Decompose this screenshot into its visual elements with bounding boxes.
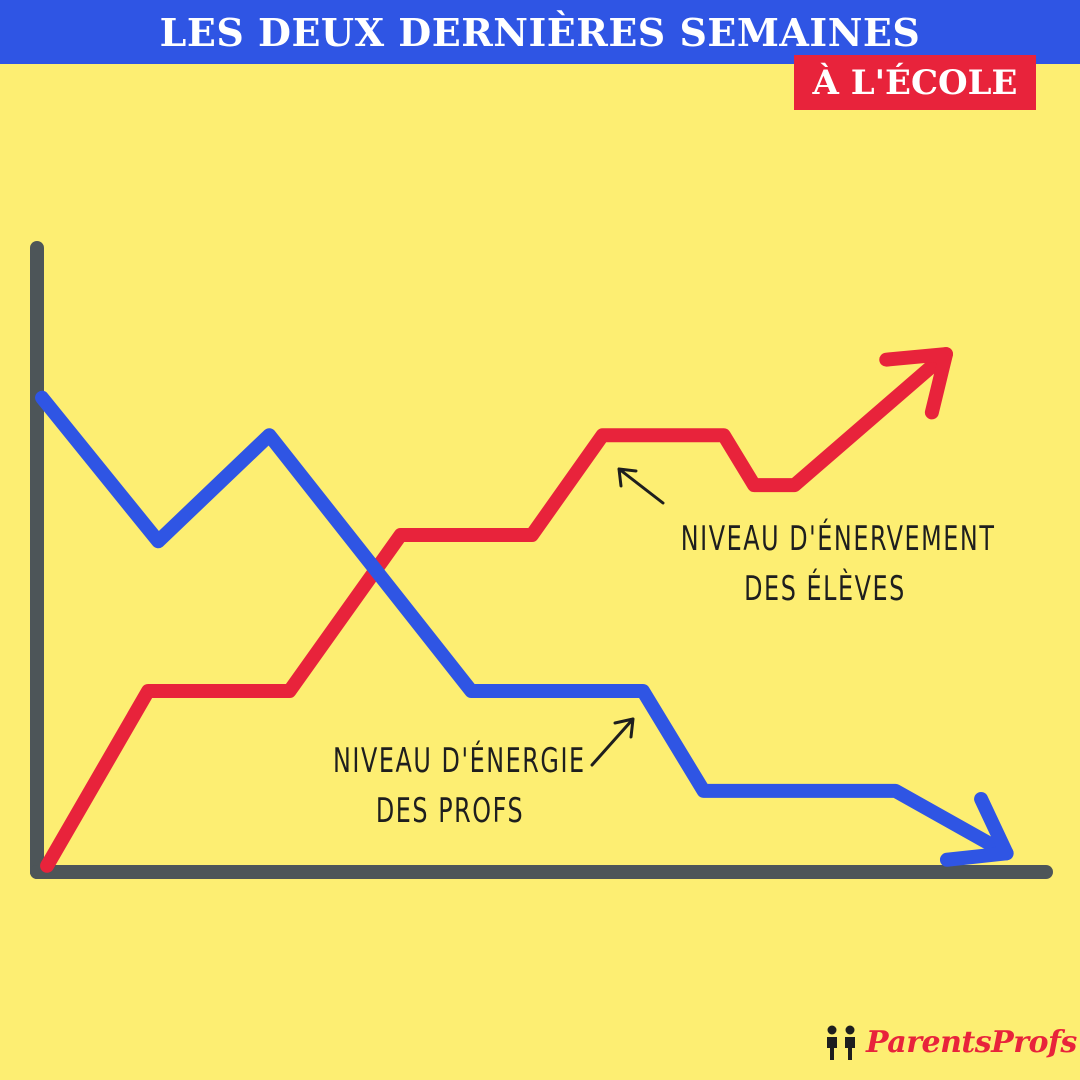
series-line-eleves [40, 347, 953, 873]
series-arrowhead-eleves [879, 347, 953, 420]
annotation-pointers [590, 467, 665, 767]
parentsprofs-logo: ParentsProfs [822, 1020, 1077, 1064]
annotation-eleves-line-1: NIVEAU D'ÉNERVEMENT [680, 519, 996, 559]
logo-text: ParentsProfs [866, 1024, 1077, 1060]
chart-title: LES DEUX DERNIÈRES SEMAINES [159, 9, 921, 55]
series-layer [35, 347, 1014, 873]
pointer-arrow-eleves [617, 467, 665, 505]
people-icon [827, 1025, 855, 1060]
annotation-eleves: NIVEAU D'ÉNERVEMENT DES ÉLÈVES [680, 514, 996, 614]
pointer-arrow-profs [590, 717, 635, 767]
series-line-profs [35, 390, 1014, 861]
annotation-profs: NIVEAU D'ÉNERGIE DES PROFS [333, 736, 586, 836]
chart-subtitle: À L'ÉCOLE [812, 62, 1018, 103]
series-arrowhead-profs [939, 791, 1014, 867]
annotation-profs-line-2: DES PROFS [375, 791, 525, 831]
subtitle-badge: À L'ÉCOLE [794, 55, 1036, 110]
annotation-profs-line-1: NIVEAU D'ÉNERGIE [333, 741, 586, 781]
title-bar: LES DEUX DERNIÈRES SEMAINES [0, 0, 1080, 64]
annotation-eleves-line-2: DES ÉLÈVES [744, 569, 906, 609]
